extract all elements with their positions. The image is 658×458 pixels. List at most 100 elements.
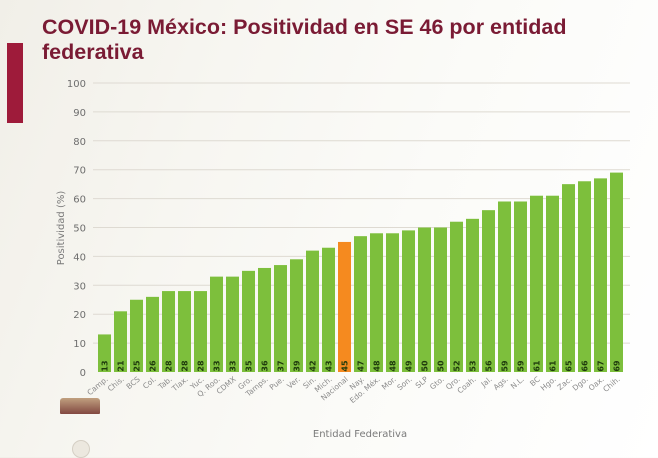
bar [226,276,239,372]
y-tick-label: 50 [73,224,86,235]
y-tick-label: 20 [73,310,86,321]
government-logo [60,398,100,414]
data-label: 43 [325,360,334,371]
bar [594,178,607,372]
x-tick-label: SLP [414,374,430,390]
data-label: 33 [213,360,222,371]
x-axis-title: Entidad Federativa [313,429,407,440]
chart-title: COVID-19 México: Positividad en SE 46 po… [42,15,567,64]
data-label: 39 [293,360,302,372]
bar [370,233,383,372]
x-tick-label: Ags. [492,375,510,392]
y-tick-label: 10 [73,339,86,350]
bar [530,195,543,372]
x-tick-label: Chis. [106,375,126,394]
x-tick-label: Tab. [156,375,174,392]
data-label: 45 [341,360,350,372]
y-tick-label: 40 [73,252,86,263]
data-label: 59 [517,360,526,372]
bar [610,172,623,372]
x-tick-label: Dgo. [571,375,590,393]
data-labels: 13 21 25 26 28 28 28 33 33 35 36 37 39 42 43 45 47 48 48 49… [101,360,622,372]
y-tick-label: 30 [73,281,86,292]
national-seal-icon [72,440,90,458]
data-label: 69 [613,360,622,372]
bar [466,218,479,372]
data-label: 50 [437,360,446,372]
y-tick-label: 100 [67,79,86,90]
bar [194,291,207,372]
data-label: 28 [197,360,206,372]
bar-national [338,241,351,372]
x-tick-label: Tlax. [169,375,189,394]
bar [562,184,575,372]
x-tick-label: N.L. [509,375,526,391]
data-label: 53 [469,360,478,371]
bar [210,276,223,372]
bar [434,227,447,372]
data-label: 66 [581,360,590,372]
bar [498,201,511,372]
bar [98,334,111,372]
bar [482,210,495,372]
data-label: 21 [117,360,126,372]
data-label: 67 [597,360,606,371]
data-label: 61 [549,360,558,372]
y-tick-label: 60 [73,195,86,206]
data-label: 13 [101,360,110,371]
x-tick-label: Coah. [455,375,477,396]
bar [178,291,191,372]
y-tick-label: 80 [73,137,86,148]
y-tick-label: 0 [80,368,86,379]
x-tick-label: Gto. [428,375,446,392]
bar [354,236,367,372]
data-label: 65 [565,360,574,372]
bars [98,172,623,372]
data-label: 61 [533,360,542,372]
data-label: 48 [373,360,382,372]
bar [306,250,319,372]
data-label: 48 [389,360,398,372]
data-label: 35 [245,360,254,372]
bar [418,227,431,372]
data-label: 37 [277,360,286,371]
bar [402,230,415,372]
data-label: 47 [357,360,366,371]
data-label: 33 [229,360,238,371]
x-tick-label: Son. [395,375,413,393]
bar [578,181,591,372]
bar [514,201,527,372]
x-tick-labels: Camp.Chis.BCS Col.Tab.Tlax.Yuc.Q. Roo.CDM… [85,374,621,405]
data-label: 28 [165,360,174,372]
data-label: 59 [501,360,510,372]
x-tick-label: Mor. [380,375,398,392]
bar [146,296,159,372]
x-tick-label: Ver. [285,375,301,391]
data-label: 50 [421,360,430,372]
data-label: 25 [133,360,142,372]
data-label: 49 [405,360,414,372]
bar [114,311,127,372]
accent-bar [7,43,23,123]
x-tick-label: BCS [124,374,141,391]
bar [450,221,463,372]
y-tick-label: 70 [73,166,86,177]
bar [546,195,559,372]
data-label: 36 [261,360,270,372]
bar [274,265,287,372]
data-label: 56 [485,360,494,372]
x-tick-label: Zac. [556,375,574,392]
bar [386,233,399,372]
y-tick-label: 90 [73,108,86,119]
bar [242,270,255,372]
y-tick-labels: 0 10 20 30 40 50 60 70 80 90 100 [67,79,86,379]
x-tick-label: Jal. [479,375,494,390]
y-axis-title: Positividad (%) [56,191,67,266]
x-tick-label: Chih. [601,375,622,394]
data-label: 52 [453,360,462,371]
x-tick-label: Pue. [268,375,286,392]
data-label: 26 [149,360,158,372]
bar [290,259,303,372]
data-label: 28 [181,360,190,372]
